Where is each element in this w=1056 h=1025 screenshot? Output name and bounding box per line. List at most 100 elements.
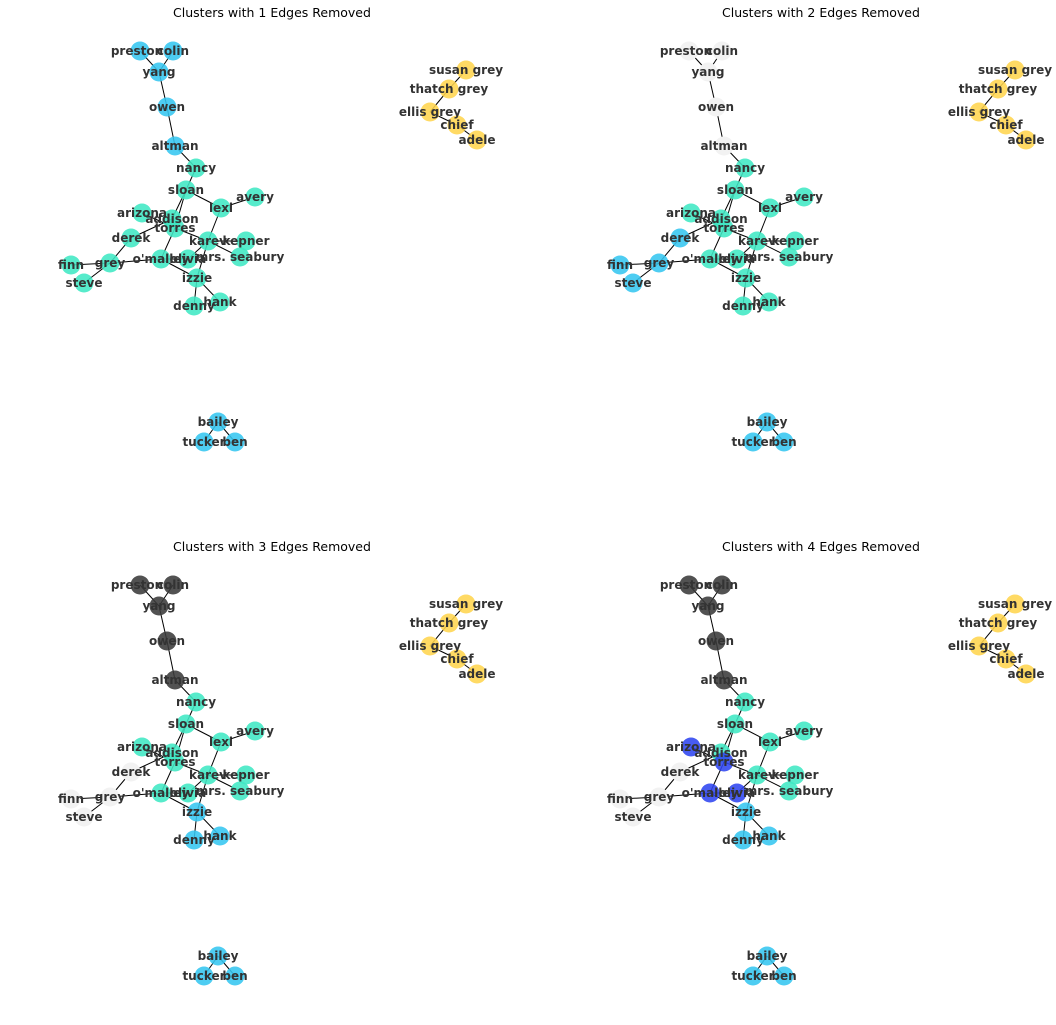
node-chief (996, 115, 1016, 135)
node-owen (706, 631, 726, 651)
node-label-colin: colin (706, 44, 738, 58)
node-karev (747, 765, 767, 785)
node-altman (165, 670, 185, 690)
node-label-tucker: tucker (182, 435, 225, 449)
node-label-bailey: bailey (747, 415, 788, 429)
node-torres (714, 752, 734, 772)
node-label-ben: ben (222, 969, 247, 983)
node-label-lexi: lexi (209, 735, 233, 749)
node-avery (245, 721, 265, 741)
node-kepner (785, 765, 805, 785)
node-label-mrs-seabury: mrs. seabury (745, 784, 834, 798)
node-label-bailey: bailey (747, 949, 788, 963)
node-sloan (176, 714, 196, 734)
node-olivia (178, 783, 198, 803)
node-label-finn: finn (58, 258, 84, 272)
node-label-kepner: kepner (772, 768, 819, 782)
node-avery (794, 721, 814, 741)
node-label-o-malley: o'malley (682, 252, 739, 266)
node-label-finn: finn (58, 792, 84, 806)
node-label-addison: addison (145, 212, 198, 226)
node-lexi (211, 732, 231, 752)
node-steve (74, 273, 94, 293)
node-label-bailey: bailey (198, 415, 239, 429)
node-kepner (236, 765, 256, 785)
node-label-denny: denny (722, 299, 764, 313)
node-tucker (743, 432, 763, 452)
node-label-avery: avery (236, 190, 274, 204)
node-nancy (186, 158, 206, 178)
node-bailey (208, 412, 228, 432)
node-finn (61, 255, 81, 275)
node-nancy (735, 692, 755, 712)
node-label-torres: torres (703, 221, 744, 235)
node-finn (61, 789, 81, 809)
node-hank (210, 826, 230, 846)
node-denny (733, 830, 753, 850)
node-label-preston: preston (111, 44, 163, 58)
node-tucker (743, 966, 763, 986)
node-derek (670, 762, 690, 782)
node-label-olivia: olivia (170, 786, 207, 800)
node-label-izzie: izzie (182, 805, 212, 819)
node-label-thatch-grey: thatch grey (959, 616, 1038, 630)
node-arizona (132, 737, 152, 757)
node-label-finn: finn (607, 792, 633, 806)
node-label-chief: chief (440, 652, 474, 666)
node-label-yang: yang (142, 65, 175, 79)
node-label-adele: adele (458, 667, 495, 681)
node-label-steve: steve (615, 276, 652, 290)
node-arizona (681, 203, 701, 223)
node-label-denny: denny (722, 833, 764, 847)
node-label-altman: altman (700, 139, 747, 153)
node-arizona (132, 203, 152, 223)
node-bailey (757, 412, 777, 432)
node-label-mrs-seabury: mrs. seabury (745, 250, 834, 264)
node-thatch-grey (988, 79, 1008, 99)
node-label-denny: denny (173, 299, 215, 313)
node-izzie (187, 268, 207, 288)
node-label-arizona: arizona (117, 740, 167, 754)
node-derek (670, 228, 690, 248)
node-hank (759, 826, 779, 846)
node-ellis-grey (969, 102, 989, 122)
node-label-chief: chief (989, 652, 1023, 666)
node-label-altman: altman (151, 673, 198, 687)
node-sloan (725, 180, 745, 200)
node-label-arizona: arizona (666, 206, 716, 220)
node-label-hank: hank (203, 829, 237, 843)
panel-2-title: Clusters with 2 Edges Removed (722, 5, 920, 20)
node-hank (759, 292, 779, 312)
node-preston (130, 41, 150, 61)
node-label-kepner: kepner (223, 768, 270, 782)
panel-4: Clusters with 4 Edges Removed prestoncol… (607, 539, 1052, 986)
panel-3-title: Clusters with 3 Edges Removed (173, 539, 371, 554)
node-kepner (785, 231, 805, 251)
node-label-addison: addison (145, 746, 198, 760)
node-karev (198, 765, 218, 785)
node-thatch-grey (439, 79, 459, 99)
node-olivia (178, 249, 198, 269)
panel-2: Clusters with 2 Edges Removed prestoncol… (607, 5, 1052, 452)
node-ellis-grey (969, 636, 989, 656)
node-tucker (194, 966, 214, 986)
node-kepner (236, 231, 256, 251)
node-label-owen: owen (698, 100, 734, 114)
node-label-adele: adele (1007, 667, 1044, 681)
node-mrs-seabury (230, 247, 250, 267)
node-label-thatch-grey: thatch grey (410, 82, 489, 96)
node-label-derek: derek (112, 765, 152, 779)
node-colin (163, 41, 183, 61)
node-label-lexi: lexi (758, 201, 782, 215)
panel-1: Clusters with 1 Edges Removed prestoncol… (58, 5, 503, 452)
node-chief (447, 649, 467, 669)
node-label-altman: altman (151, 139, 198, 153)
node-label-colin: colin (157, 578, 189, 592)
node-label-chief: chief (989, 118, 1023, 132)
node-o-malley (700, 783, 720, 803)
node-grey (100, 787, 120, 807)
node-label-thatch-grey: thatch grey (410, 616, 489, 630)
node-label-avery: avery (785, 724, 823, 738)
